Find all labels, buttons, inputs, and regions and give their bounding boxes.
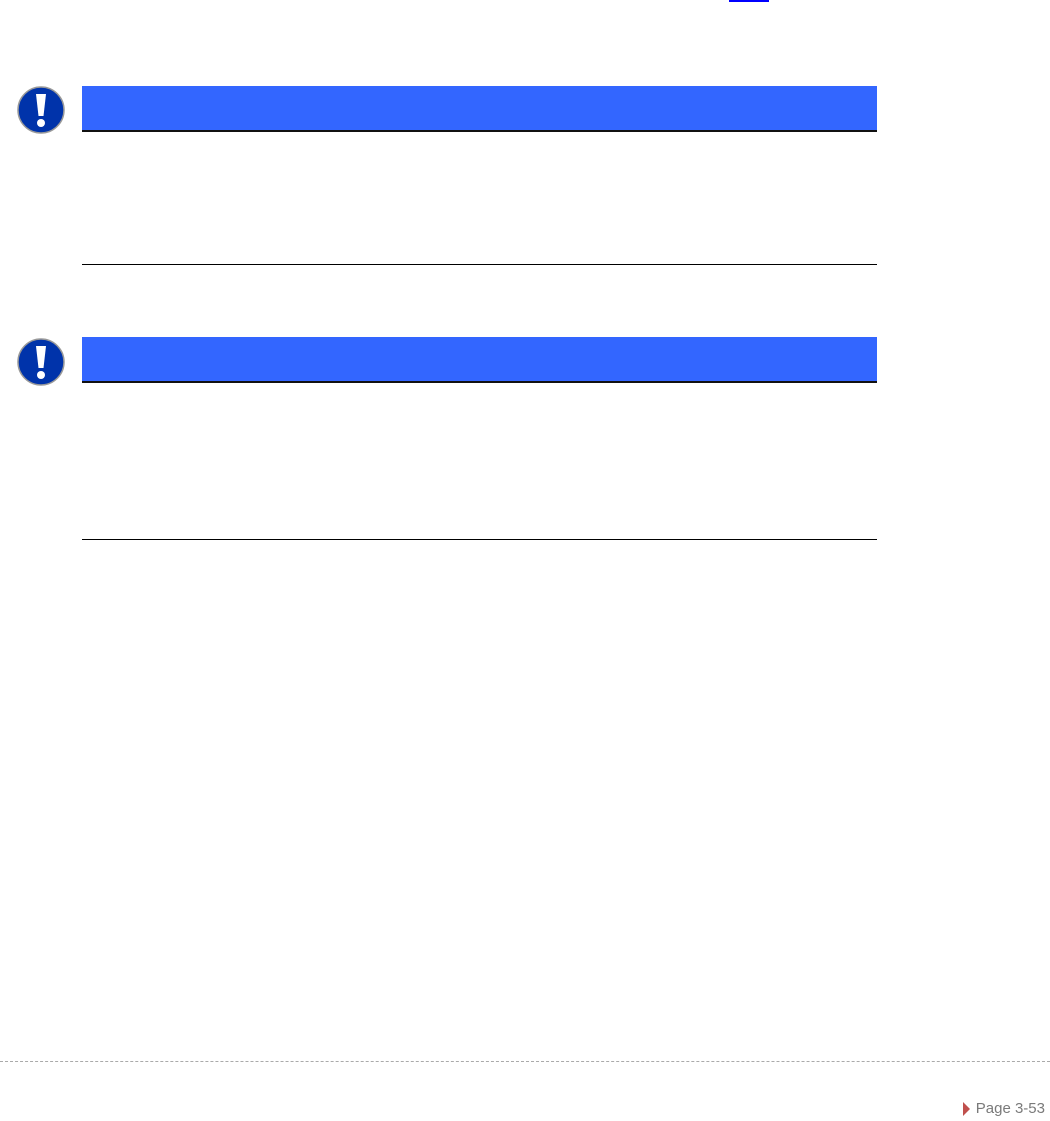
exclamation-icon [17, 86, 65, 134]
page-footer: Page 3-53 [962, 1100, 1045, 1117]
notice-bottom-rule [82, 539, 877, 540]
notice-header-bar [82, 86, 877, 132]
triangle-marker-icon [962, 1101, 970, 1116]
exclamation-icon [17, 338, 65, 386]
notice-header-bar [82, 337, 877, 383]
notice-bottom-rule [82, 264, 877, 265]
page-number: Page 3-53 [975, 1100, 1045, 1117]
footer-divider [0, 1061, 1050, 1062]
link-underline[interactable] [729, 0, 769, 2]
